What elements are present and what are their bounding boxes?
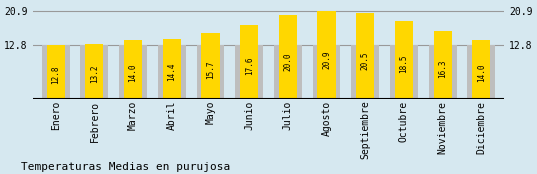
Bar	[240, 25, 258, 99]
Bar	[467, 45, 495, 99]
Bar	[279, 15, 297, 99]
Text: 14.4: 14.4	[168, 63, 176, 81]
Bar	[124, 40, 142, 99]
Bar	[158, 45, 186, 99]
Bar	[313, 45, 340, 99]
Bar	[274, 45, 302, 99]
Text: 18.5: 18.5	[400, 55, 409, 73]
Bar	[351, 45, 379, 99]
Bar	[472, 40, 490, 99]
Bar	[47, 45, 65, 99]
Bar	[390, 45, 418, 99]
Text: 20.5: 20.5	[361, 51, 369, 70]
Text: 12.8: 12.8	[51, 66, 60, 84]
Text: 14.0: 14.0	[128, 64, 137, 82]
Bar	[81, 45, 108, 99]
Bar	[395, 21, 413, 99]
Text: 17.6: 17.6	[245, 57, 253, 75]
Bar	[119, 45, 147, 99]
Text: 20.9: 20.9	[322, 50, 331, 69]
Bar	[429, 45, 456, 99]
Text: 15.7: 15.7	[206, 60, 215, 79]
Text: 13.2: 13.2	[90, 65, 99, 84]
Bar	[235, 45, 263, 99]
Bar	[85, 44, 104, 99]
Text: 14.0: 14.0	[477, 64, 486, 82]
Bar	[42, 45, 70, 99]
Bar	[197, 45, 224, 99]
Text: 16.3: 16.3	[438, 59, 447, 78]
Bar	[163, 39, 181, 99]
Text: Temperaturas Medias en purujosa: Temperaturas Medias en purujosa	[21, 162, 231, 172]
Bar	[433, 31, 452, 99]
Bar	[356, 13, 374, 99]
Bar	[317, 11, 336, 99]
Bar	[201, 33, 220, 99]
Text: 20.0: 20.0	[284, 52, 292, 71]
